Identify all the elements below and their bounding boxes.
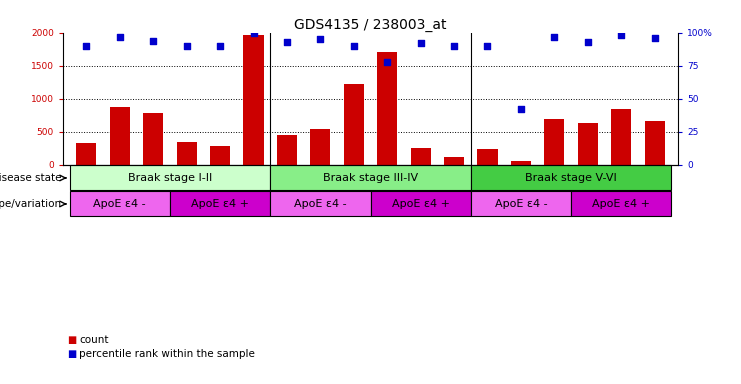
- Text: ApoE ε4 -: ApoE ε4 -: [294, 199, 347, 209]
- Point: [114, 33, 126, 40]
- Bar: [444, 157, 464, 165]
- Bar: [645, 121, 665, 165]
- Point: [314, 36, 326, 42]
- Bar: [611, 109, 631, 165]
- Bar: [344, 84, 364, 165]
- Bar: [471, 192, 571, 217]
- Bar: [210, 146, 230, 165]
- Text: ApoE ε4 -: ApoE ε4 -: [93, 199, 146, 209]
- Bar: [270, 192, 370, 217]
- Text: ApoE ε4 +: ApoE ε4 +: [392, 199, 450, 209]
- Point: [482, 43, 494, 49]
- Bar: [477, 149, 497, 165]
- Text: Braak stage III-IV: Braak stage III-IV: [323, 173, 418, 183]
- Text: ApoE ε4 +: ApoE ε4 +: [592, 199, 650, 209]
- Bar: [70, 166, 270, 190]
- Bar: [377, 53, 397, 165]
- Bar: [176, 142, 196, 165]
- Text: percentile rank within the sample: percentile rank within the sample: [79, 349, 255, 359]
- Title: GDS4135 / 238003_at: GDS4135 / 238003_at: [294, 18, 447, 31]
- Text: count: count: [79, 335, 109, 345]
- Text: ApoE ε4 +: ApoE ε4 +: [191, 199, 249, 209]
- Text: Braak stage V-VI: Braak stage V-VI: [525, 173, 617, 183]
- Bar: [270, 166, 471, 190]
- Point: [648, 35, 660, 41]
- Text: disease state: disease state: [0, 173, 62, 183]
- Bar: [511, 161, 531, 165]
- Text: ■: ■: [67, 335, 76, 345]
- Bar: [170, 192, 270, 217]
- Point: [348, 43, 359, 49]
- Bar: [143, 113, 163, 165]
- Point: [415, 40, 427, 46]
- Point: [147, 38, 159, 44]
- Bar: [70, 192, 170, 217]
- Text: ■: ■: [67, 349, 76, 359]
- Bar: [578, 122, 598, 165]
- Point: [382, 59, 393, 65]
- Point: [448, 43, 460, 49]
- Point: [548, 33, 560, 40]
- Point: [81, 43, 93, 49]
- Bar: [310, 129, 330, 165]
- Bar: [277, 134, 297, 165]
- Bar: [370, 192, 471, 217]
- Text: genotype/variation: genotype/variation: [0, 199, 62, 209]
- Bar: [471, 166, 671, 190]
- Point: [582, 39, 594, 45]
- Point: [615, 32, 627, 38]
- Bar: [571, 192, 671, 217]
- Point: [214, 43, 226, 49]
- Point: [515, 106, 527, 113]
- Bar: [76, 144, 96, 165]
- Text: Braak stage I-II: Braak stage I-II: [127, 173, 212, 183]
- Bar: [411, 149, 431, 165]
- Bar: [545, 119, 565, 165]
- Bar: [110, 108, 130, 165]
- Bar: [244, 35, 264, 165]
- Point: [247, 30, 259, 36]
- Text: ApoE ε4 -: ApoE ε4 -: [494, 199, 547, 209]
- Point: [281, 39, 293, 45]
- Point: [181, 43, 193, 49]
